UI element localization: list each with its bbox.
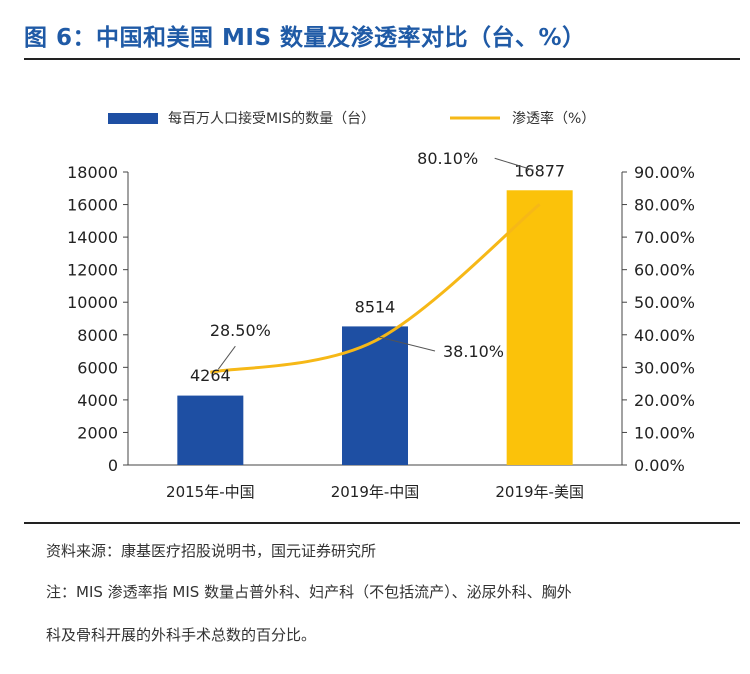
notes-divider — [24, 522, 740, 524]
bar — [342, 326, 408, 465]
line-value-label: 28.50% — [210, 321, 271, 340]
left-tick-label: 12000 — [67, 261, 118, 280]
chart-axes: 0 2000 4000 6000 8000 10000 12000 14000 16000 180… — [67, 163, 695, 501]
bar-value-label: 16877 — [514, 161, 565, 180]
left-tick-label: 8000 — [77, 326, 118, 345]
left-tick-label: 18000 — [67, 163, 118, 182]
bar — [177, 395, 244, 465]
left-tick-label: 6000 — [77, 358, 118, 377]
chart-legend: 每百万人口接受MIS的数量（台） 渗透率（%） — [108, 110, 595, 127]
line-series — [210, 203, 541, 374]
left-tick-label: 14000 — [67, 228, 118, 247]
right-tick-label: 0.00% — [634, 456, 685, 475]
right-tick-label: 30.00% — [634, 358, 695, 377]
right-tick-label: 90.00% — [634, 163, 695, 182]
left-tick-label: 16000 — [67, 196, 118, 215]
title-divider — [24, 58, 740, 60]
right-tick-label: 50.00% — [634, 293, 695, 312]
footnote-line-1: 注：MIS 渗透率指 MIS 数量占普外科、妇产科（不包括流产）、泌尿外科、胸外 — [46, 583, 572, 601]
left-tick-label: 10000 — [67, 293, 118, 312]
line-label-leader — [494, 157, 534, 171]
x-tick-label: 2019年-美国 — [495, 483, 584, 501]
legend-line-label: 渗透率（%） — [512, 110, 595, 127]
figure-title: 图 6：中国和美国 MIS 数量及渗透率对比（台、%） — [24, 25, 586, 51]
right-tick-label: 80.00% — [634, 196, 695, 215]
right-tick-label: 40.00% — [634, 326, 695, 345]
left-tick-label: 2000 — [77, 423, 118, 442]
legend-bar-swatch — [108, 113, 158, 124]
bar-value-label: 8514 — [355, 297, 396, 316]
footnote-line-2: 科及骨科开展的外科手术总数的百分比。 — [46, 626, 317, 644]
x-tick-label: 2019年-中国 — [331, 483, 420, 501]
line-value-label: 80.10% — [417, 149, 478, 168]
right-tick-label: 10.00% — [634, 423, 695, 442]
legend-bar-label: 每百万人口接受MIS的数量（台） — [168, 110, 375, 127]
bar — [506, 190, 573, 465]
line-label-leader — [378, 336, 436, 352]
left-tick-label: 0 — [108, 456, 118, 475]
combo-chart: 每百万人口接受MIS的数量（台） 渗透率（%） 0 2000 4000 6000 800… — [67, 110, 695, 501]
right-tick-label: 70.00% — [634, 228, 695, 247]
source-note: 资料来源：康基医疗招股说明书，国元证券研究所 — [46, 542, 377, 560]
right-tick-label: 20.00% — [634, 391, 695, 410]
right-tick-label: 60.00% — [634, 261, 695, 280]
bar-series — [177, 190, 573, 465]
left-tick-label: 4000 — [77, 391, 118, 410]
bar-value-label: 4264 — [190, 366, 231, 385]
line-value-label: 38.10% — [443, 342, 504, 361]
x-tick-label: 2015年-中国 — [166, 483, 255, 501]
line-label-leader — [217, 345, 236, 370]
data-labels: 4264 8514 16877 28.50% 38.10% 80.10% — [190, 149, 565, 385]
